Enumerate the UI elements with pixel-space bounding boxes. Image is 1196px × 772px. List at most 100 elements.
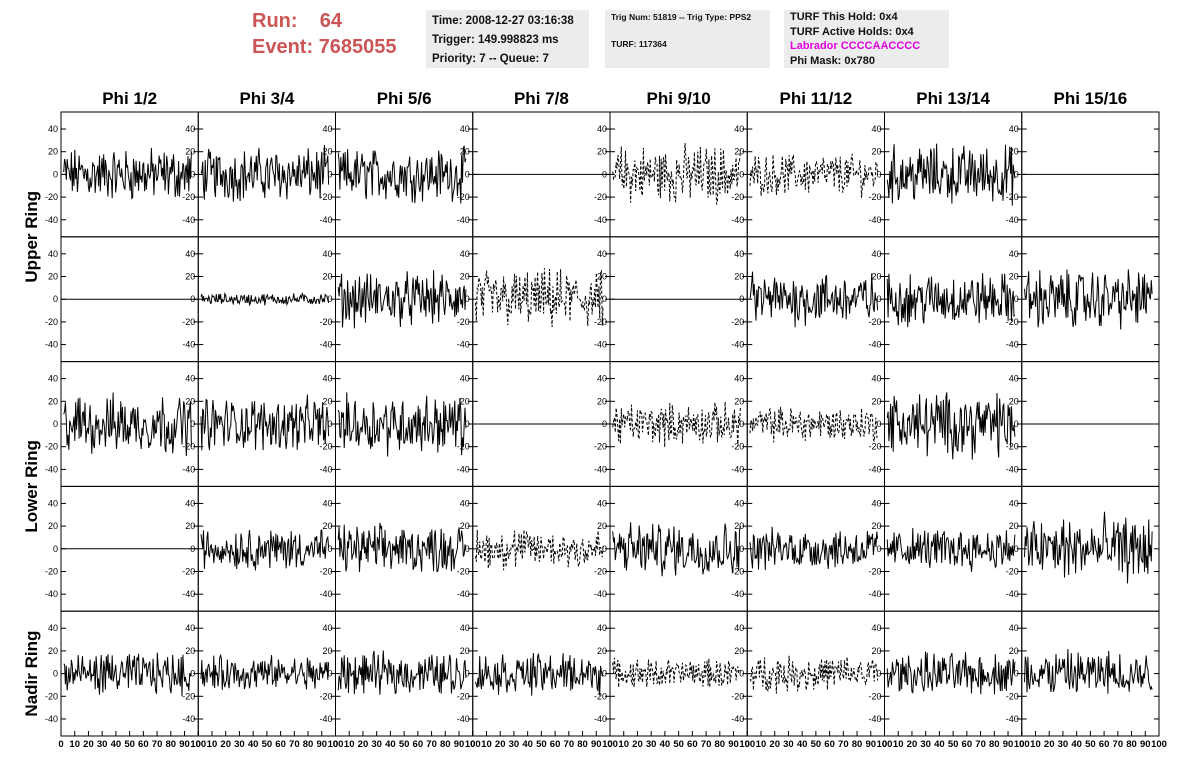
x-tick-label: 90 — [865, 739, 876, 750]
y-tick-label: 20 — [734, 147, 744, 157]
x-tick-label: 100 — [739, 739, 755, 750]
y-tick-label: -40 — [45, 464, 58, 474]
x-tick-label: 40 — [660, 739, 671, 750]
y-tick-label: -40 — [1006, 464, 1019, 474]
y-tick-label: 0 — [190, 294, 195, 304]
x-tick-label: 80 — [989, 739, 1000, 750]
y-tick-label: 0 — [1014, 419, 1019, 429]
waveform-trace — [475, 529, 604, 571]
y-tick-label: -40 — [182, 589, 195, 599]
y-tick-label: -20 — [457, 566, 470, 576]
x-tick-label: 70 — [564, 739, 575, 750]
ring-label: Nadir Ring — [22, 631, 41, 717]
x-tick-label: 60 — [1099, 739, 1110, 750]
y-tick-label: -20 — [868, 442, 881, 452]
x-tick-label: 60 — [550, 739, 561, 750]
y-tick-label: -40 — [45, 589, 58, 599]
y-tick-label: 0 — [327, 544, 332, 554]
y-tick-label: 0 — [876, 294, 881, 304]
y-tick-label: 40 — [322, 374, 332, 384]
y-tick-label: -40 — [868, 714, 881, 724]
y-tick-label: 20 — [871, 396, 881, 406]
y-tick-label: -40 — [457, 215, 470, 225]
y-tick-label: 0 — [739, 294, 744, 304]
run-value: 64 — [319, 10, 343, 32]
x-tick-label: 40 — [111, 739, 122, 750]
y-tick-label: 0 — [327, 294, 332, 304]
x-tick-label: 20 — [632, 739, 643, 750]
y-tick-label: 20 — [185, 147, 195, 157]
phi-mask-text: Phi Mask: 0x780 — [790, 54, 875, 67]
turf-text: TURF: 117364 — [611, 39, 667, 49]
x-tick-label: 50 — [1085, 739, 1096, 750]
column-header: Phi 7/8 — [514, 89, 569, 108]
y-tick-label: 20 — [185, 521, 195, 531]
x-tick-label: 70 — [838, 739, 849, 750]
y-tick-label: -20 — [868, 317, 881, 327]
y-tick-label: -40 — [45, 714, 58, 724]
y-tick-label: 0 — [465, 294, 470, 304]
turf-active-holds-text: TURF Active Holds: 0x4 — [790, 25, 914, 38]
y-tick-label: 0 — [876, 419, 881, 429]
y-tick-label: -40 — [457, 589, 470, 599]
y-tick-label: -20 — [457, 192, 470, 202]
waveform-trace — [612, 522, 741, 577]
y-tick-label: 40 — [185, 623, 195, 633]
x-tick-label: 10 — [1030, 739, 1041, 750]
y-tick-label: 20 — [597, 396, 607, 406]
y-tick-label: 40 — [734, 249, 744, 259]
y-tick-label: 20 — [871, 646, 881, 656]
x-tick-label: 50 — [948, 739, 959, 750]
x-tick-label: 10 — [893, 739, 904, 750]
ring-label: Lower Ring — [22, 440, 41, 533]
y-tick-label: 0 — [53, 169, 58, 179]
x-tick-label: 20 — [907, 739, 918, 750]
y-tick-label: 20 — [1009, 521, 1019, 531]
y-tick-label: -20 — [182, 192, 195, 202]
y-tick-label: -20 — [319, 566, 332, 576]
y-tick-label: -20 — [731, 691, 744, 701]
column-header: Phi 15/16 — [1054, 89, 1128, 108]
waveform-trace — [1024, 511, 1153, 584]
turf-this-hold-text: TURF This Hold: 0x4 — [790, 11, 898, 23]
y-tick-label: 20 — [1009, 646, 1019, 656]
x-tick-label: 10 — [69, 739, 80, 750]
x-tick-label: 70 — [289, 739, 300, 750]
y-tick-label: -40 — [45, 215, 58, 225]
waveform-trace — [337, 270, 467, 329]
y-tick-label: 0 — [465, 669, 470, 679]
x-tick-label: 30 — [1058, 739, 1069, 750]
y-tick-label: 20 — [460, 521, 470, 531]
y-tick-label: 40 — [1009, 498, 1019, 508]
x-tick-label: 0 — [58, 739, 63, 750]
y-tick-label: -40 — [868, 215, 881, 225]
x-tick-label: 80 — [303, 739, 314, 750]
y-tick-label: 40 — [1009, 374, 1019, 384]
column-header: Phi 13/14 — [916, 89, 990, 108]
y-tick-label: -40 — [594, 589, 607, 599]
y-tick-label: 40 — [185, 498, 195, 508]
y-tick-label: 40 — [460, 249, 470, 259]
y-tick-label: 0 — [1014, 669, 1019, 679]
x-tick-label: 70 — [152, 739, 163, 750]
y-tick-label: 20 — [322, 521, 332, 531]
waveform-trace — [337, 392, 467, 457]
y-tick-label: 20 — [322, 147, 332, 157]
y-tick-label: 0 — [602, 544, 607, 554]
x-tick-label: 30 — [646, 739, 657, 750]
y-tick-label: -20 — [457, 317, 470, 327]
x-tick-label: 100 — [328, 739, 344, 750]
y-tick-label: 20 — [597, 147, 607, 157]
y-tick-label: -40 — [457, 340, 470, 350]
x-tick-label: 60 — [138, 739, 149, 750]
trigger-info-box: Trig Num: 51819 -- Trig Type: PPS2 TURF:… — [605, 10, 770, 68]
time-info-box: Time: 2008-12-27 03:16:38 Trigger: 149.9… — [426, 10, 589, 68]
waveform-trace — [749, 406, 878, 443]
y-tick-label: 40 — [48, 374, 58, 384]
y-tick-label: 40 — [597, 124, 607, 134]
x-tick-label: 20 — [83, 739, 94, 750]
y-tick-label: 0 — [53, 544, 58, 554]
y-tick-label: 40 — [48, 498, 58, 508]
y-tick-label: -40 — [868, 589, 881, 599]
waveform-trace — [886, 143, 1016, 206]
